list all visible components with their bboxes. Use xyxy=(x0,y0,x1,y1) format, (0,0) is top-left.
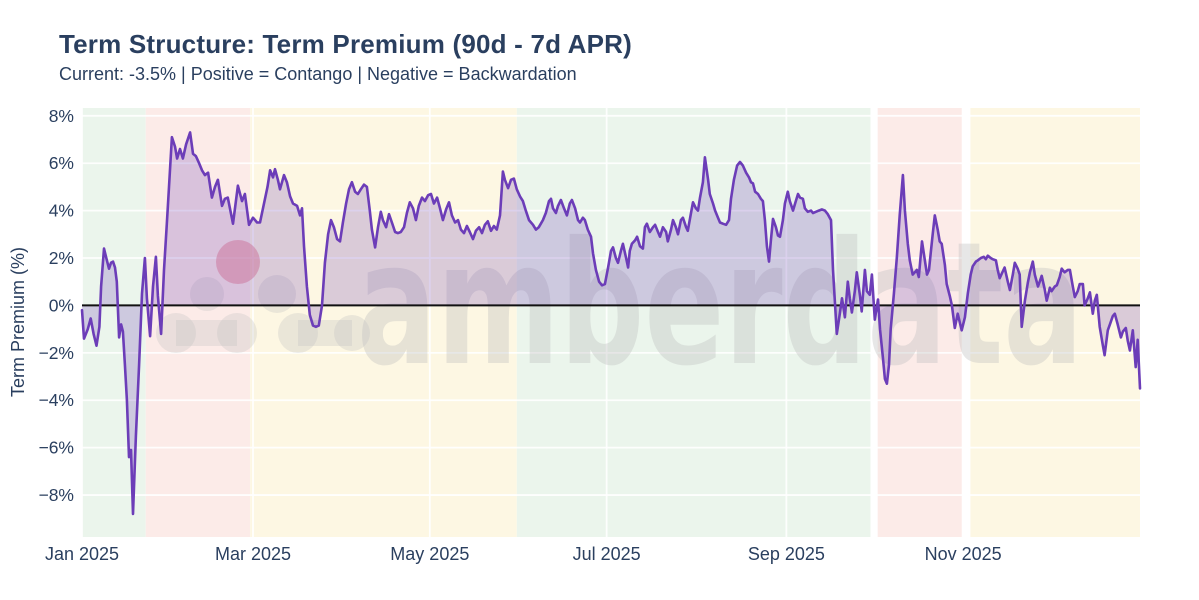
watermark-logo-dot xyxy=(190,277,224,311)
watermark-logo-dot xyxy=(278,313,318,353)
y-tick-label: 8% xyxy=(49,106,74,126)
y-tick-label: 0% xyxy=(49,295,74,315)
y-tick-label: −8% xyxy=(38,485,74,505)
y-tick-label: 6% xyxy=(49,153,74,173)
chart-subtitle: Current: -3.5% | Positive = Contango | N… xyxy=(59,64,577,84)
x-tick-label: Mar 2025 xyxy=(215,544,291,564)
x-tick-label: Sep 2025 xyxy=(748,544,825,564)
y-tick-label: 4% xyxy=(49,201,74,221)
watermark-logo-dot xyxy=(334,315,370,351)
regime-band-pink xyxy=(145,108,251,537)
y-axis-title: Term Premium (%) xyxy=(8,247,28,397)
y-tick-label: 2% xyxy=(49,248,74,268)
watermark-logo-dot xyxy=(217,313,257,353)
x-tick-label: Jul 2025 xyxy=(573,544,641,564)
x-tick-label: Nov 2025 xyxy=(925,544,1002,564)
x-tick-label: Jan 2025 xyxy=(45,544,119,564)
chart-title: Term Structure: Term Premium (90d - 7d A… xyxy=(59,29,633,59)
regime-band-yellow xyxy=(250,108,517,537)
series-line xyxy=(80,131,1142,516)
x-tick-label: May 2025 xyxy=(390,544,469,564)
regime-band-green xyxy=(516,108,871,537)
watermark-logo-dot-accent xyxy=(216,240,260,284)
y-tick-label: −2% xyxy=(38,343,74,363)
y-tick-label: −4% xyxy=(38,390,74,410)
watermark-logo-dot xyxy=(156,313,196,353)
watermark-logo-dot xyxy=(258,275,296,313)
series-area xyxy=(82,132,1140,514)
y-tick-label: −6% xyxy=(38,438,74,458)
